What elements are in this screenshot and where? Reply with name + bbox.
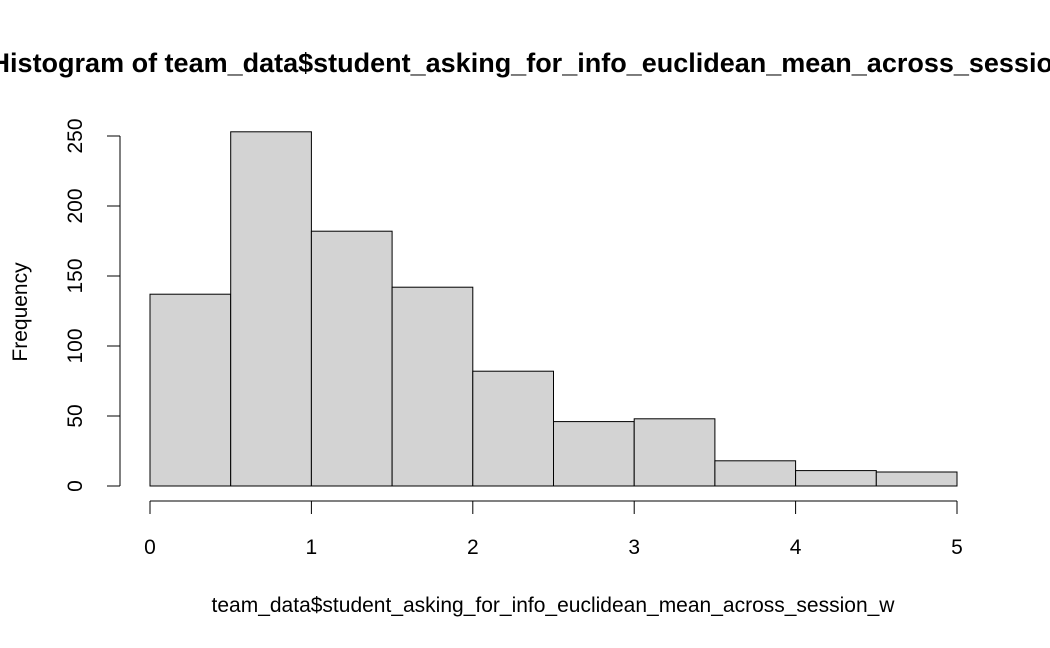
histogram-bar: [875, 471, 958, 487]
y-tick-label: 150: [64, 258, 87, 293]
y-axis: 0 50 100 150 200 250: [64, 118, 121, 492]
bars-group: [149, 131, 958, 487]
x-tick-label: 5: [951, 536, 963, 559]
y-tick-label: 50: [64, 404, 87, 427]
y-tick-label: 0: [64, 480, 87, 492]
y-tick-label: 250: [64, 118, 87, 153]
x-tick-label: 2: [467, 536, 479, 559]
histogram-bar: [310, 230, 393, 487]
histogram-bar: [149, 293, 232, 487]
chart-title: Histogram of team_data$student_asking_fo…: [0, 48, 1050, 78]
x-tick-label: 4: [790, 536, 802, 559]
x-tick-label: 3: [628, 536, 640, 559]
y-axis-label: Frequency: [9, 262, 32, 362]
x-axis-label: team_data$student_asking_for_info_euclid…: [212, 594, 896, 617]
x-axis: 0 1 2 3 4 5: [144, 500, 963, 559]
y-tick-label: 100: [64, 328, 87, 363]
histogram-bar: [391, 286, 474, 487]
y-tick-label: 200: [64, 188, 87, 223]
x-tick-label: 0: [144, 536, 156, 559]
x-tick-label: 1: [306, 536, 318, 559]
histogram-bar: [633, 418, 716, 487]
histogram-bar: [230, 131, 312, 487]
histogram-bar: [472, 370, 554, 487]
histogram-bar: [795, 470, 877, 487]
histogram-bar: [714, 460, 797, 487]
histogram-bar: [553, 421, 635, 487]
